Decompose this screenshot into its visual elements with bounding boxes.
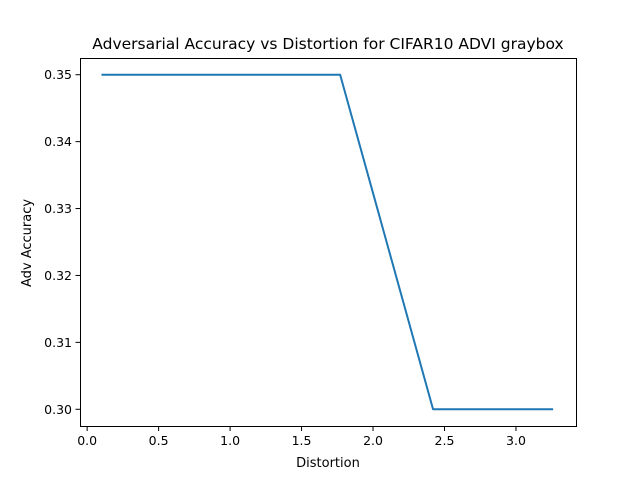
chart-title: Adversarial Accuracy vs Distortion for C… (92, 35, 563, 53)
y-tick-label: 0.35 (44, 67, 72, 82)
y-tick-label: 0.30 (44, 402, 72, 417)
x-axis-label: Distortion (296, 456, 360, 471)
y-axis: 0.30 0.31 0.32 0.33 0.34 0.35 (44, 67, 81, 417)
plot-area (80, 58, 577, 427)
x-tick-label: 2.0 (363, 433, 383, 448)
x-tick-label: 1.0 (220, 433, 240, 448)
x-tick-label: 3.0 (506, 433, 526, 448)
x-axis: 0.0 0.5 1.0 1.5 2.0 2.5 3.0 (77, 426, 526, 448)
series-line-0 (101, 73, 554, 411)
x-tick-label: 0.5 (149, 433, 169, 448)
x-tick-label: 1.5 (292, 433, 312, 448)
y-axis-label: Adv Accuracy (20, 199, 35, 287)
y-tick-label: 0.33 (44, 201, 72, 216)
x-tick-label: 0.0 (77, 433, 97, 448)
y-tick-label: 0.32 (44, 268, 72, 283)
x-tick-label: 2.5 (435, 433, 455, 448)
plot-frame (80, 58, 577, 427)
y-tick-label: 0.34 (44, 134, 72, 149)
y-tick-label: 0.31 (44, 335, 72, 350)
